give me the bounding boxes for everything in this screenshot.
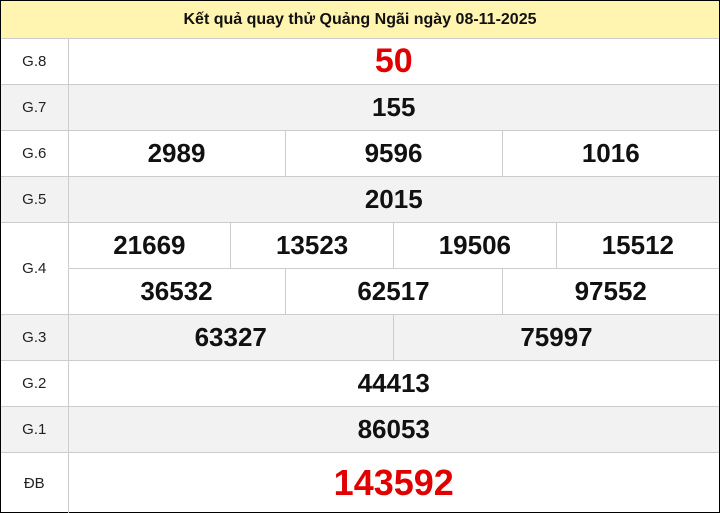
- prize-number: 97552: [501, 268, 719, 315]
- prize-number: 2015: [67, 176, 719, 223]
- prize-number: 2989: [67, 130, 286, 177]
- prize-number: 62517: [284, 268, 503, 315]
- prize-label: G.5: [1, 176, 69, 223]
- prize-number: 19506: [393, 222, 557, 269]
- prize-number: 15512: [555, 222, 719, 269]
- prize-label: G.2: [1, 360, 69, 407]
- prize-number: 50: [67, 38, 719, 85]
- prize-row-g6: G.6 2989 9596 1016: [1, 130, 719, 177]
- special-prize-number: 143592: [67, 452, 719, 513]
- prize-number: 75997: [393, 314, 719, 361]
- prize-number: 86053: [67, 406, 719, 453]
- prize-row-g4: G.4 21669 13523 19506 15512: [1, 222, 719, 315]
- prize-label: G.4: [1, 222, 69, 315]
- prize-label: ĐB: [1, 452, 69, 513]
- prize-label: G.6: [1, 130, 69, 177]
- prize-row-g7: G.7 155: [1, 84, 719, 131]
- prize-row-g4-2: 36532 62517 97552: [1, 268, 719, 315]
- prize-number: 1016: [501, 130, 719, 177]
- prize-row-g8: G.8 50: [1, 38, 719, 85]
- prize-number: 36532: [68, 268, 286, 315]
- prize-number: 63327: [67, 314, 394, 361]
- prize-row-g3: G.3 63327 75997: [1, 314, 719, 361]
- prize-row-g1: G.1 86053: [1, 406, 719, 453]
- prize-label: G.8: [1, 38, 69, 85]
- prize-row-g2: G.2 44413: [1, 360, 719, 407]
- prize-number: 13523: [230, 222, 394, 269]
- prize-row-special: ĐB 143592: [1, 452, 719, 513]
- prize-label: G.7: [1, 84, 69, 131]
- prize-row-g5: G.5 2015: [1, 176, 719, 223]
- prize-number: 9596: [284, 130, 503, 177]
- prize-number: 155: [67, 84, 719, 131]
- table-title: Kết quả quay thử Quảng Ngãi ngày 08-11-2…: [1, 1, 719, 39]
- prize-number: 21669: [67, 222, 232, 269]
- prize-label: G.1: [1, 406, 69, 453]
- prize-label: G.3: [1, 314, 69, 361]
- prize-number: 44413: [67, 360, 719, 407]
